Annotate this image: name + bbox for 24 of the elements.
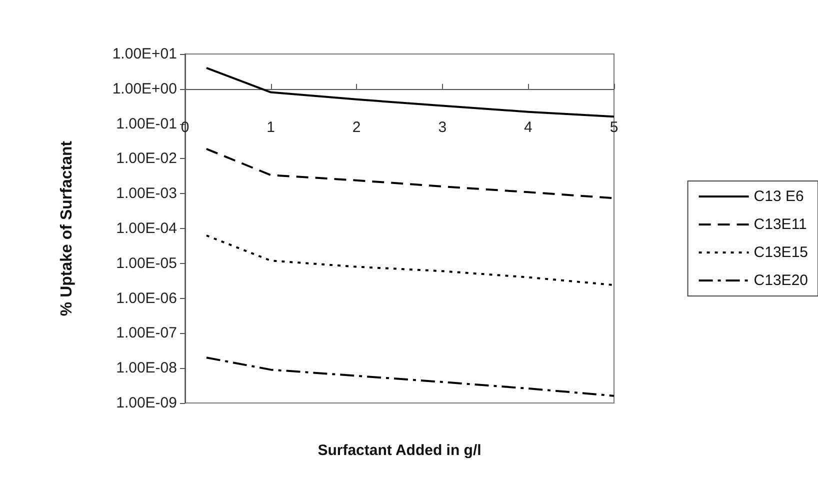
line-series — [205, 356, 615, 397]
y-tick-label: 1.00E+01 — [112, 46, 177, 62]
y-tick-label: 1.00E-09 — [116, 394, 177, 412]
y-axis-title: % Uptake of Surfactant — [58, 140, 76, 316]
y-tick-label: 1.00E-01 — [116, 115, 177, 132]
y-tick-label: 1.00E+00 — [112, 80, 177, 98]
y-tick-label: 1.00E-07 — [116, 324, 177, 342]
x-tick-label: 1 — [266, 118, 275, 136]
x-tick-label: 3 — [438, 118, 447, 136]
y-tick-label: 1.00E-02 — [116, 150, 177, 168]
x-axis-title: Surfactant Added in g/l — [318, 442, 482, 459]
x-tick-label: 4 — [524, 118, 532, 136]
line-series — [205, 234, 615, 286]
y-tick-label: 1.00E-05 — [116, 254, 177, 272]
x-tick-label: 2 — [352, 118, 361, 136]
line-series — [205, 66, 615, 118]
legend-label: C13 E6 — [754, 188, 804, 205]
legend-label: C13E11 — [754, 216, 807, 233]
y-tick-label: 1.00E-08 — [116, 360, 177, 377]
legend-label: C13E20 — [754, 272, 808, 289]
y-tick-label: 1.00E-04 — [116, 220, 177, 237]
y-tick-label: 1.00E-06 — [116, 290, 177, 307]
y-tick-label: 1.00E-03 — [116, 185, 177, 202]
legend-label: C13E15 — [754, 244, 808, 261]
